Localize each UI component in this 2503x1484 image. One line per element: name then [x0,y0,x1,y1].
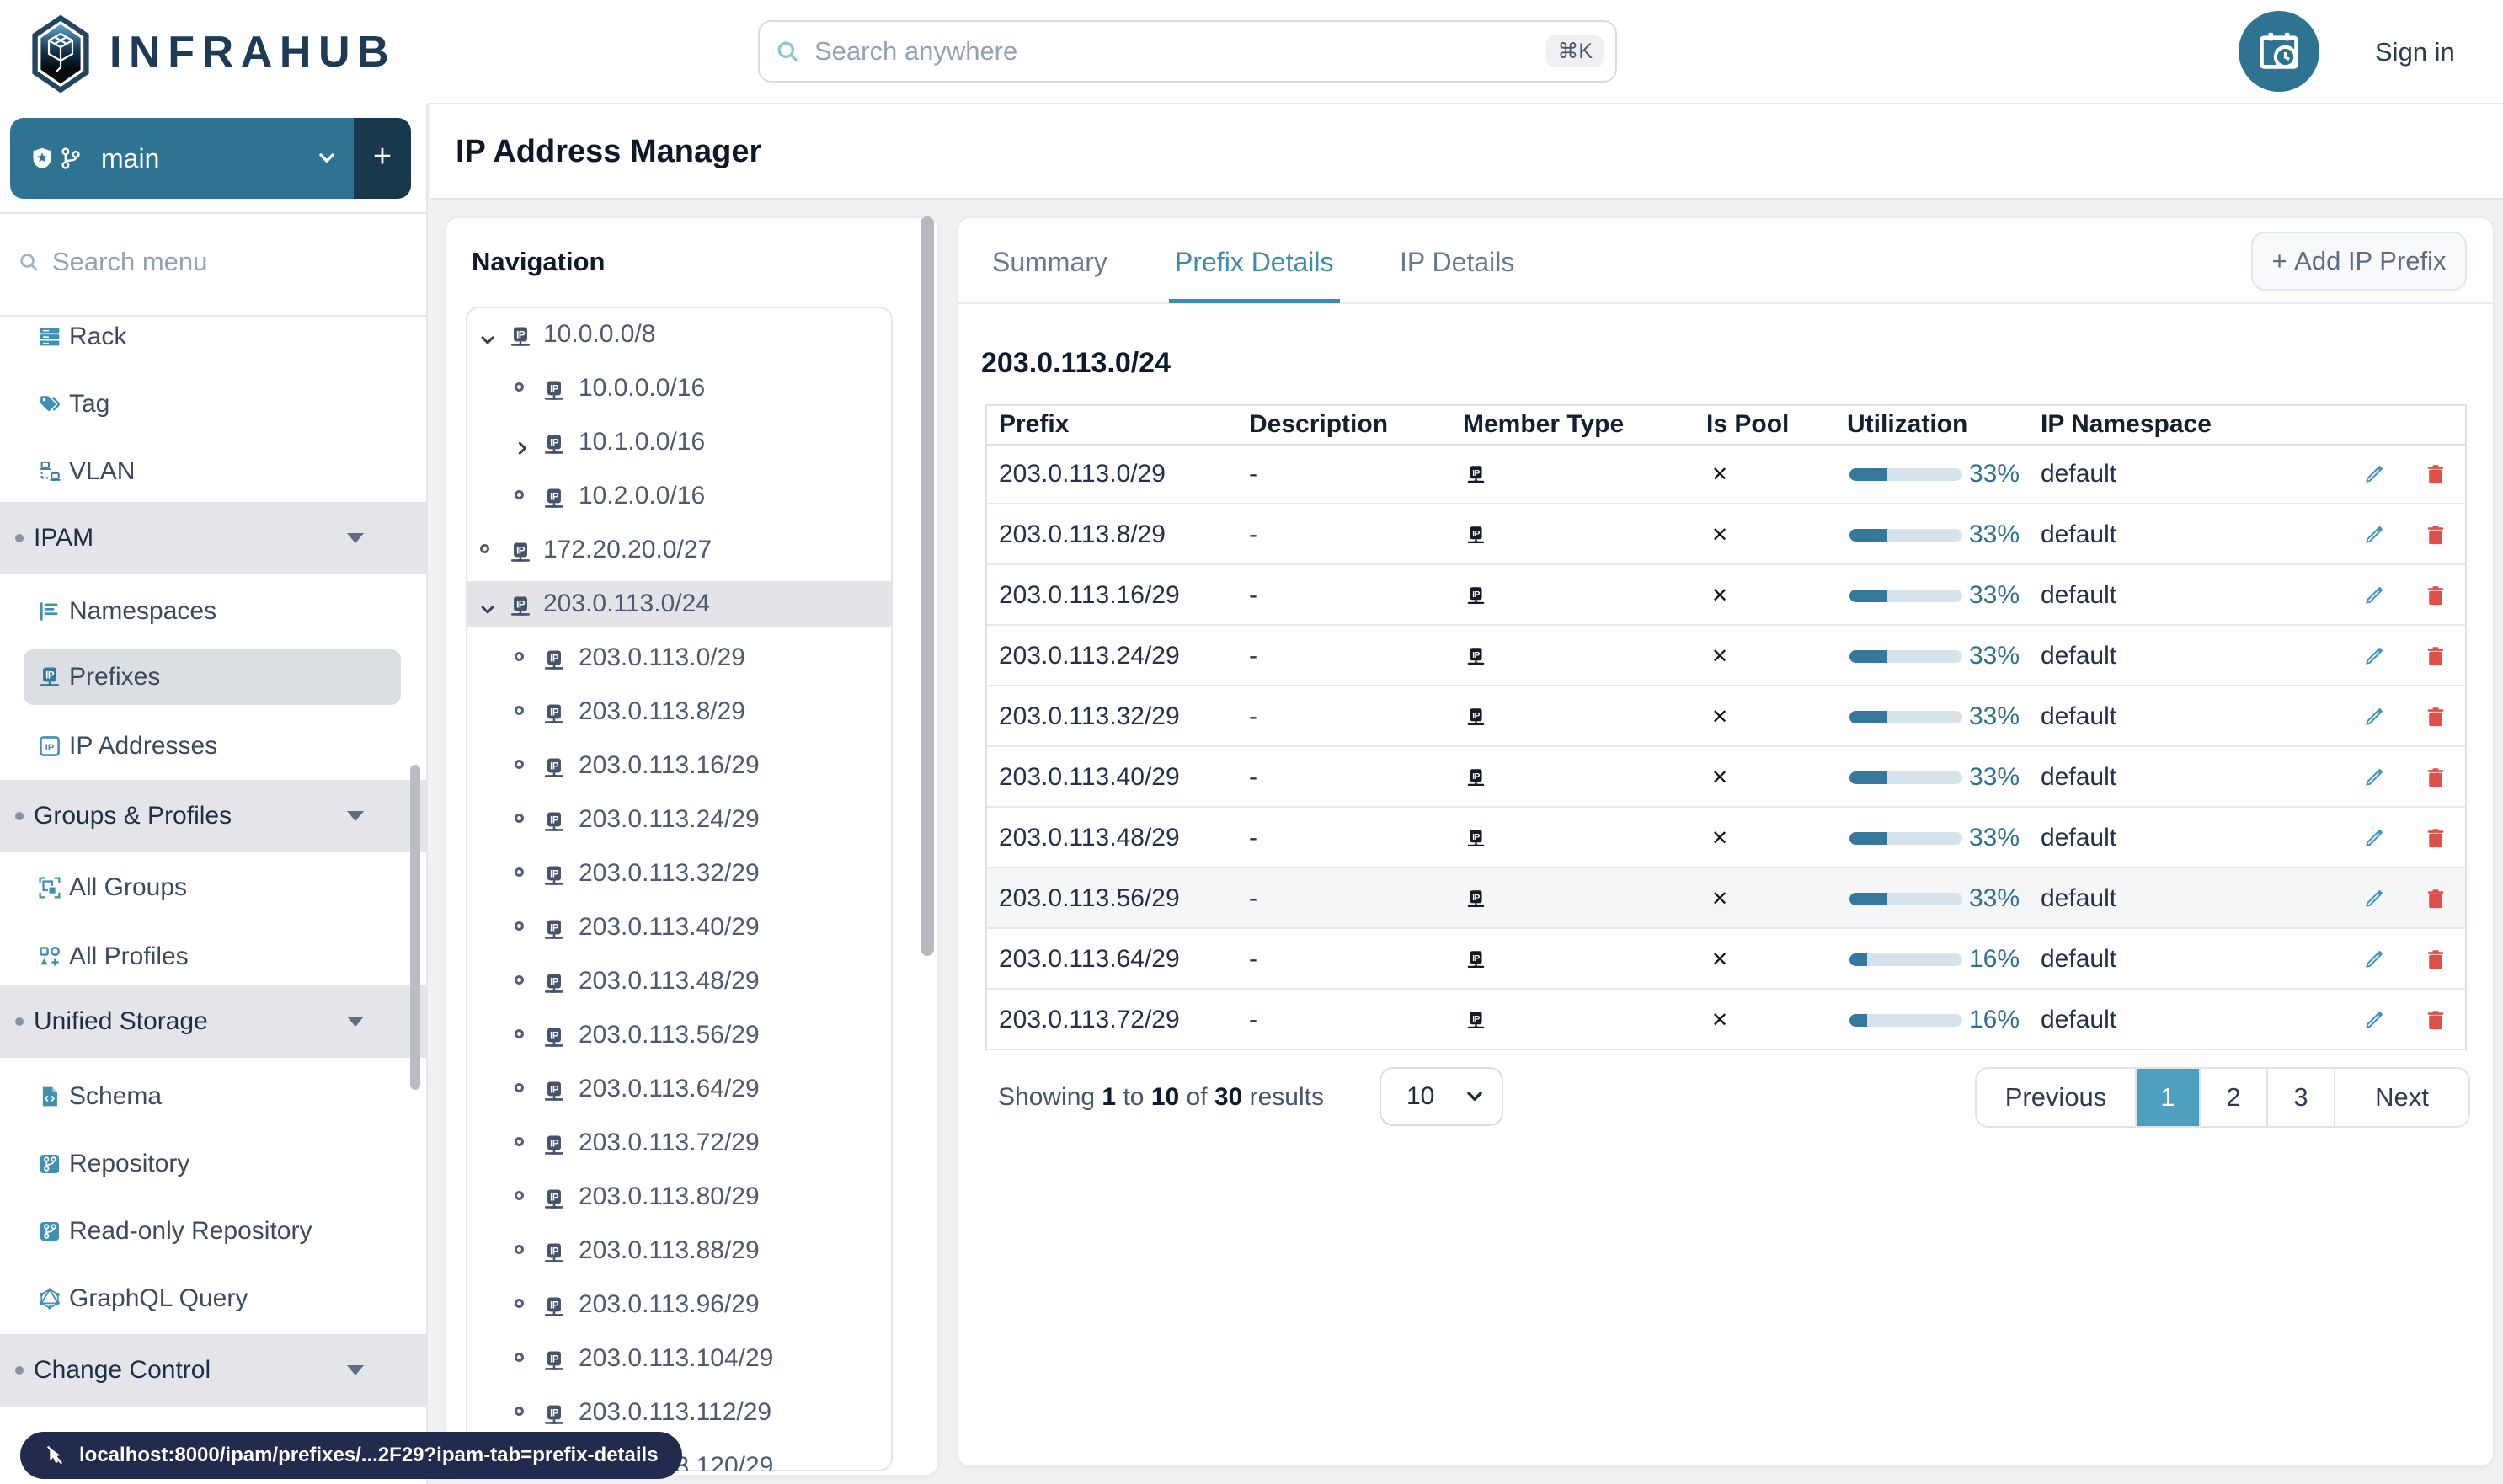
svg-text:IP: IP [516,545,526,556]
svg-text:IP: IP [1472,832,1480,841]
svg-text:IP: IP [550,1138,559,1149]
svg-text:IP: IP [550,1192,559,1203]
svg-text:IP: IP [1472,771,1480,781]
svg-text:IP: IP [1472,590,1480,599]
svg-text:IP: IP [1472,711,1480,720]
svg-text:IP: IP [550,922,559,933]
svg-text:IP: IP [45,743,55,753]
svg-text:IP: IP [550,1030,559,1041]
svg-text:IP: IP [550,707,559,718]
svg-text:IP: IP [1472,1014,1480,1023]
svg-text:IP: IP [1472,953,1480,963]
svg-text:IP: IP [550,976,559,987]
svg-text:IP: IP [550,491,559,502]
svg-text:IP: IP [550,814,559,825]
svg-text:IP: IP [1472,893,1480,902]
svg-text:IP: IP [550,653,559,664]
svg-text:IP: IP [550,1353,559,1364]
svg-text:IP: IP [550,1300,559,1311]
svg-text:IP: IP [516,599,526,610]
svg-text:IP: IP [550,437,559,448]
svg-text:IP: IP [550,1246,559,1257]
svg-text:IP: IP [550,761,559,771]
svg-text:IP: IP [550,1084,559,1095]
svg-text:IP: IP [550,1407,559,1418]
svg-text:IP: IP [550,383,559,394]
svg-text:IP: IP [1472,529,1480,538]
svg-text:IP: IP [516,329,526,340]
svg-text:IP: IP [1472,468,1480,478]
svg-text:IP: IP [1472,650,1480,659]
svg-text:IP: IP [550,868,559,879]
svg-text:IP: IP [45,670,55,681]
